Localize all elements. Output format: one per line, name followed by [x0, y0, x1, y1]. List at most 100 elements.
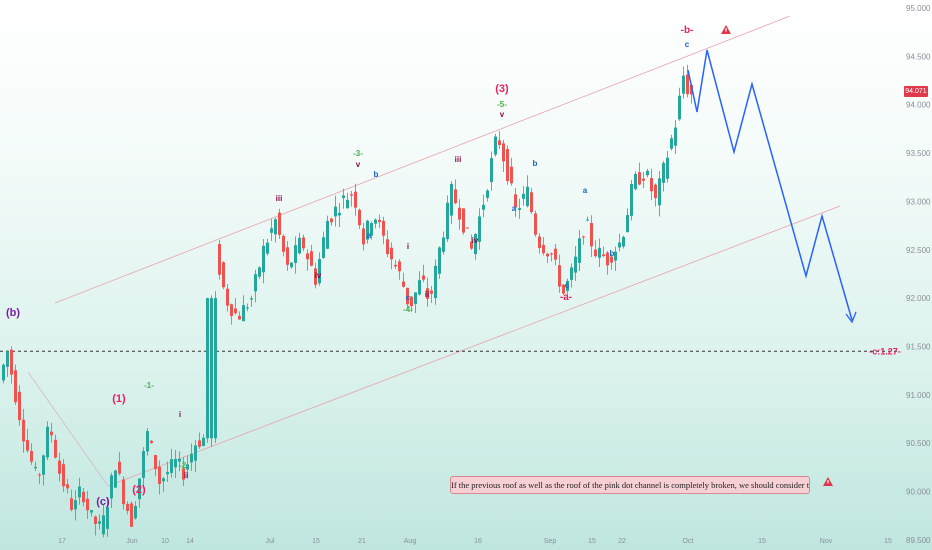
label-sub-b: b	[374, 170, 379, 179]
candle-body	[162, 478, 165, 482]
candle-body	[234, 308, 237, 314]
label-sub-ii: ii	[184, 471, 188, 480]
label-sub-iii: iii	[276, 194, 283, 203]
candle-body	[414, 292, 417, 304]
candle-body	[422, 275, 425, 280]
candle-body	[102, 515, 105, 535]
label-sub-c: c	[406, 293, 411, 302]
x-tick-label: Jun	[126, 538, 137, 545]
candle-body	[282, 235, 285, 252]
candle-body	[290, 262, 293, 268]
label-minor-1: -1-	[144, 381, 154, 390]
x-tick-label: 17	[58, 538, 66, 545]
candle-body	[374, 219, 377, 224]
candle-body	[214, 298, 217, 439]
candle-body	[230, 304, 233, 316]
label-minor-a: -a-	[560, 292, 572, 303]
projection-line	[687, 49, 853, 321]
candle-body	[482, 204, 485, 210]
candle-body	[58, 460, 61, 474]
candle-body	[134, 505, 137, 519]
prev-wave-line	[27, 371, 109, 487]
candle-body	[626, 215, 629, 233]
candle-body	[534, 213, 537, 235]
x-tick-label: Oct	[683, 538, 694, 545]
candle-body	[262, 245, 265, 273]
candle-body	[542, 244, 545, 254]
candle-body	[266, 242, 269, 254]
candle-body	[642, 178, 645, 181]
label-sub-v: v	[356, 160, 361, 169]
candle-body	[250, 298, 253, 300]
label-sub-c-2: c	[565, 281, 570, 290]
x-tick-label: 22	[618, 538, 626, 545]
candle-body	[614, 251, 617, 261]
label-b-prev: (b)	[6, 307, 20, 319]
candle-body	[606, 252, 609, 266]
y-tick-label: 90.000	[906, 488, 931, 497]
candle-body	[178, 458, 181, 462]
candle-body	[394, 264, 397, 267]
label-sub-iii-2: iii	[455, 155, 462, 164]
channel-lines	[27, 15, 841, 487]
candles	[2, 64, 693, 538]
candle-body	[138, 478, 141, 500]
warning-icon-mark	[725, 28, 727, 32]
candle-body	[570, 267, 573, 280]
candle-body	[226, 288, 229, 306]
candle-body	[278, 212, 281, 235]
candle-body	[498, 140, 501, 145]
candle-body	[118, 461, 121, 474]
candle-body	[294, 245, 297, 263]
candle-body	[242, 305, 245, 322]
candle-body	[466, 227, 469, 229]
x-tick-label: 15	[312, 538, 320, 545]
candle-body	[410, 296, 413, 307]
candle-body	[590, 223, 593, 247]
candle-body	[246, 307, 249, 309]
candle-body	[18, 391, 21, 421]
candle-body	[350, 194, 353, 196]
candle-body	[430, 290, 433, 294]
y-axis: 95.000 94.500 94.000 93.500 93.000 92.500 92.0…	[906, 4, 931, 545]
candle-body	[450, 183, 453, 216]
candle-body	[94, 516, 97, 524]
candle-body	[514, 194, 517, 208]
candle-body	[370, 223, 373, 236]
candle-body	[2, 364, 5, 381]
label-minor-b: -b-	[681, 25, 694, 36]
candle-body	[362, 228, 365, 245]
y-tick-label: 94.000	[906, 101, 931, 110]
y-tick-label: 90.500	[906, 439, 931, 448]
candle-body	[554, 248, 557, 260]
candle-body	[622, 236, 625, 247]
candle-body	[586, 219, 589, 221]
candle-body	[194, 445, 197, 461]
candle-body	[490, 158, 493, 182]
candle-body	[654, 184, 657, 199]
label-wave-1: (1)	[112, 393, 126, 405]
candle-body	[142, 451, 145, 478]
candle-body	[46, 426, 49, 458]
label-sub-a-2: a	[512, 204, 517, 213]
candle-body	[122, 479, 125, 505]
projection-path	[687, 49, 857, 324]
candle-body	[326, 220, 329, 249]
x-tick-label: 15	[758, 538, 766, 545]
candle-body	[634, 173, 637, 189]
x-tick-label: Aug	[404, 538, 417, 545]
candle-body	[26, 440, 29, 451]
candle-body	[382, 220, 385, 236]
candle-body	[66, 484, 69, 489]
candle-body	[30, 451, 33, 462]
candle-body	[346, 199, 349, 209]
candle-body	[598, 247, 601, 258]
candle-body	[666, 157, 669, 179]
candle-body	[358, 209, 361, 226]
y-tick-label: 91.000	[906, 391, 931, 400]
y-tick-label: 93.500	[906, 149, 931, 158]
candle-body	[538, 236, 541, 248]
candle-body	[638, 172, 641, 185]
candle-body	[546, 253, 549, 257]
candle-body	[318, 259, 321, 284]
